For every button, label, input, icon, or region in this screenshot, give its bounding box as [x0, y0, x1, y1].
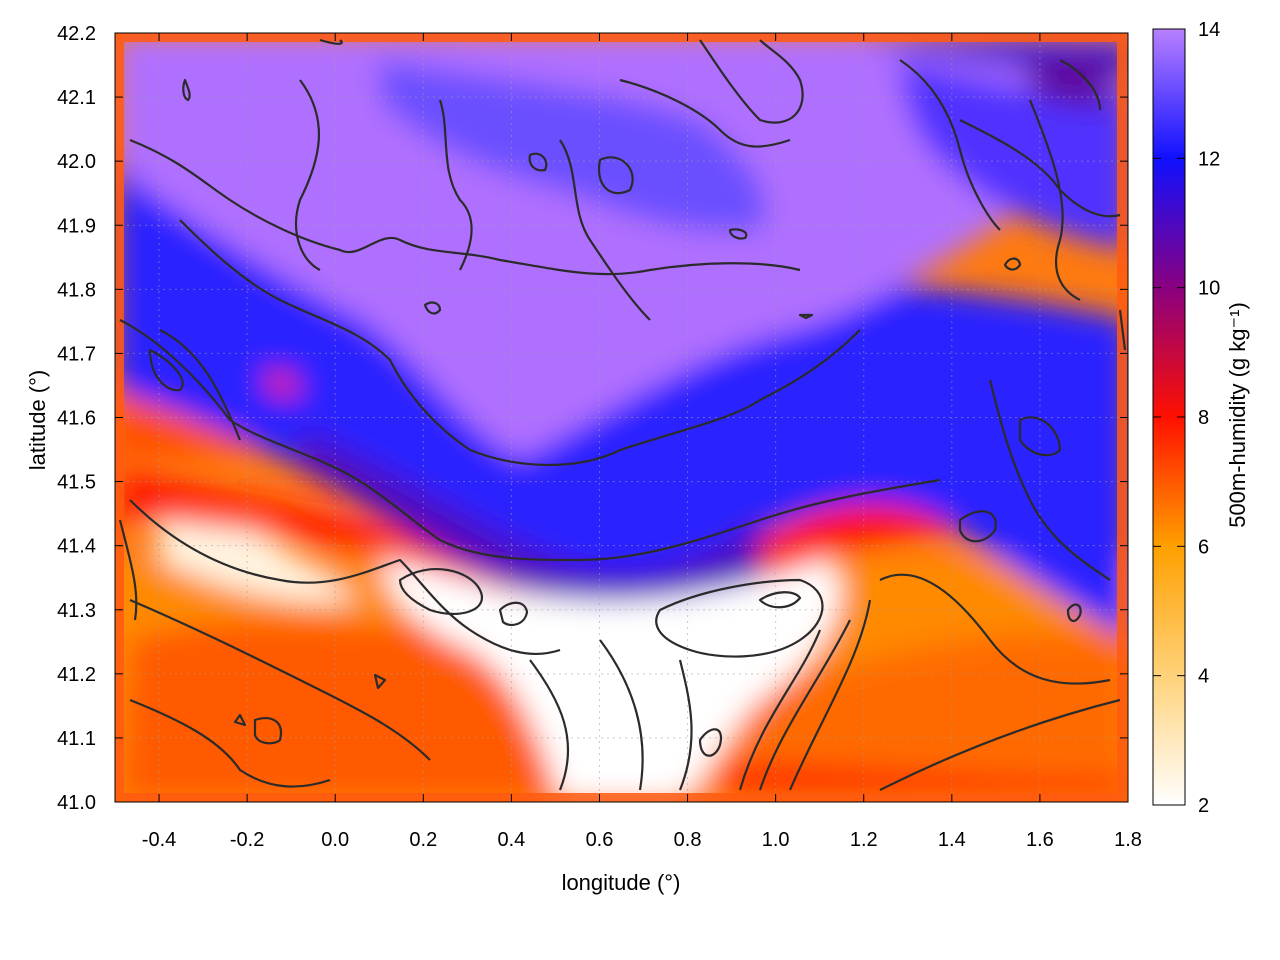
colorbar-tick-label: 6: [1198, 536, 1209, 558]
y-tick-label: 42.1: [57, 87, 96, 109]
y-tick-label: 41.4: [57, 536, 96, 558]
y-tick-label: 42.2: [57, 23, 96, 45]
colorbar-tick-label: 2: [1198, 795, 1209, 817]
colorbar-tick-label: 14: [1198, 19, 1220, 41]
x-axis-label: longitude (°): [562, 870, 681, 895]
x-tick-label: 1.2: [850, 829, 878, 851]
y-tick-label: 41.9: [57, 215, 96, 237]
colorbar-tick-label: 10: [1198, 278, 1220, 300]
x-tick-label: 0.6: [586, 829, 614, 851]
y-tick-label: 42.0: [57, 151, 96, 173]
y-tick-label: 41.1: [57, 728, 96, 750]
colorbar-ticks: 2 4 6 8 10 12 14: [1153, 19, 1220, 817]
colorbar-tick-label: 12: [1198, 148, 1220, 170]
x-tick-label: 1.6: [1026, 829, 1054, 851]
x-tick-label: 0.8: [674, 829, 702, 851]
x-tick-label: 0.0: [321, 829, 349, 851]
y-tick-label: 41.7: [57, 343, 96, 365]
x-tick-label: 0.2: [409, 829, 437, 851]
y-tick-label: 41.5: [57, 472, 96, 494]
y-tick-label: 41.8: [57, 279, 96, 301]
colorbar-label: 500m-humidity (g kg⁻¹): [1225, 302, 1250, 528]
x-tick-label: -0.2: [230, 829, 264, 851]
y-tick-label: 41.3: [57, 600, 96, 622]
x-tick-label: 0.4: [497, 829, 525, 851]
y-axis-ticks: 41.0 41.1 41.2 41.3 41.4 41.5 41.6 41.7 41.8 41.9…: [57, 23, 1128, 814]
terrain-contours: [118, 38, 1127, 791]
colorbar-tick-label: 4: [1198, 666, 1209, 688]
x-tick-label: 1.4: [938, 829, 966, 851]
x-tick-label: 1.0: [762, 829, 790, 851]
x-tick-label: 1.8: [1114, 829, 1142, 851]
x-axis-ticks: -0.4 -0.2 0.0 0.2 0.4 0.6 0.8 1.0 1.2 1.4 1.6 1.8: [142, 33, 1142, 851]
humidity-field: [115, 33, 1128, 802]
y-tick-label: 41.2: [57, 664, 96, 686]
colorbar-tick-label: 8: [1198, 407, 1209, 429]
y-tick-label: 41.6: [57, 408, 96, 430]
x-tick-label: -0.4: [142, 829, 176, 851]
y-axis-label: latitude (°): [25, 370, 50, 471]
y-tick-label: 41.0: [57, 792, 96, 814]
